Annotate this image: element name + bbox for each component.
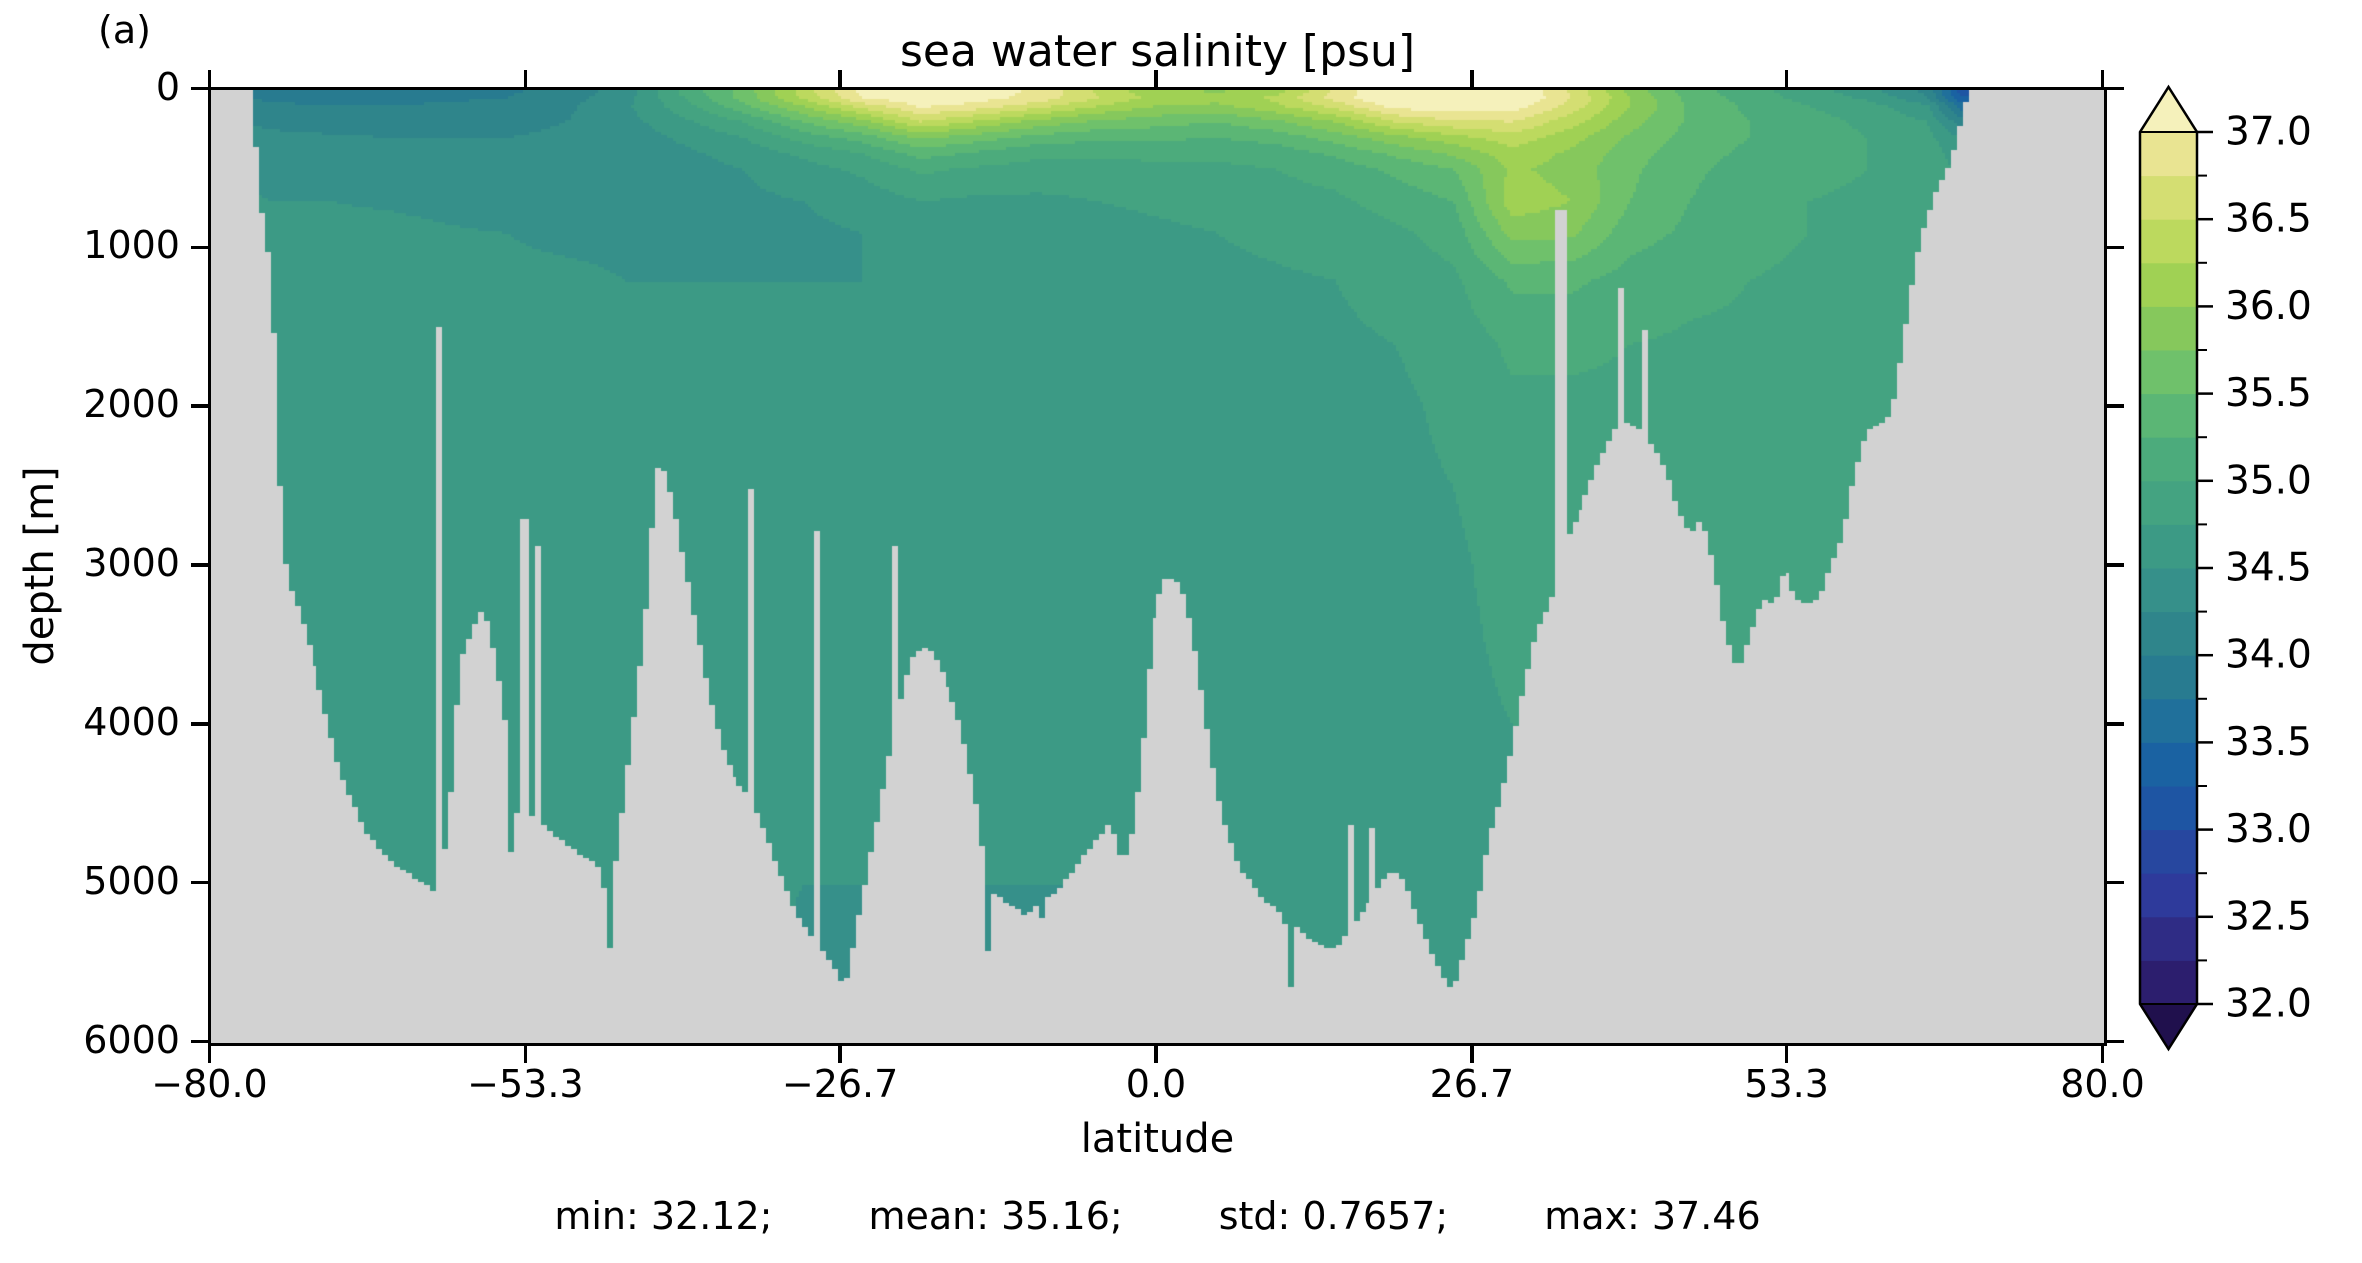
svg-text:32.5: 32.5: [2225, 894, 2312, 939]
y-tick-label: 4000: [83, 699, 180, 744]
y-tick: [191, 563, 208, 567]
y-tick: [191, 722, 208, 726]
y-tick-right: [2107, 563, 2124, 567]
stats-item: min: 32.12;: [554, 1194, 773, 1238]
stats-item: max: 37.46: [1544, 1194, 1761, 1238]
stats-line: min: 32.12; mean: 35.16; std: 0.7657; max: …: [208, 1194, 2107, 1238]
y-tick-label: 6000: [83, 1017, 180, 1062]
x-tick: [838, 1046, 842, 1063]
y-tick-right: [2107, 722, 2124, 726]
y-tick: [191, 404, 208, 408]
salinity-section-canvas: [211, 90, 2104, 1043]
y-tick: [191, 880, 208, 885]
svg-text:35.0: 35.0: [2225, 458, 2312, 503]
y-tick-label: 0: [155, 64, 180, 109]
x-tick: [207, 1046, 212, 1063]
x-tick-label: 26.7: [1429, 1062, 1515, 1106]
x-tick-top: [2100, 70, 2105, 87]
svg-text:35.5: 35.5: [2225, 371, 2312, 416]
x-tick-top: [1470, 70, 1474, 87]
y-tick-label: 5000: [83, 858, 180, 903]
svg-text:36.5: 36.5: [2225, 197, 2312, 242]
y-tick-right: [2107, 245, 2124, 250]
x-tick-top: [838, 70, 842, 87]
y-tick-label: 2000: [83, 382, 180, 427]
y-tick: [191, 245, 208, 250]
y-tick-label: 3000: [83, 541, 180, 585]
x-tick-label: −26.7: [781, 1062, 899, 1106]
svg-text:34.0: 34.0: [2225, 633, 2312, 678]
colorbar: 37.0 36.5 36.0 35.5 35.0 34.5 34.0 33.5 33.0 32.5…: [2128, 80, 2362, 1070]
x-tick-label: 80.0: [2060, 1062, 2145, 1106]
y-axis-label: depth [m]: [17, 466, 63, 666]
svg-text:37.0: 37.0: [2225, 110, 2312, 155]
stats-item: std: 0.7657;: [1218, 1194, 1449, 1238]
x-tick-label: −80.0: [151, 1062, 268, 1106]
svg-text:34.5: 34.5: [2225, 546, 2312, 591]
x-tick-top: [1784, 70, 1789, 87]
colorbar-svg: 37.0 36.5 36.0 35.5 35.0 34.5 34.0 33.5 33.0 32.5…: [2138, 84, 2312, 1052]
stats-item: mean: 35.16;: [868, 1194, 1123, 1238]
svg-text:32.0: 32.0: [2225, 982, 2312, 1027]
x-tick-top: [1154, 70, 1158, 87]
x-axis-label: latitude: [1080, 1116, 1235, 1162]
y-tick-right: [2107, 880, 2124, 885]
y-tick: [191, 86, 208, 91]
panel-label: (a): [98, 8, 151, 52]
svg-text:33.5: 33.5: [2225, 720, 2312, 765]
svg-text:33.0: 33.0: [2225, 807, 2312, 852]
y-tick: [191, 1039, 208, 1044]
x-tick-label: 0.0: [1125, 1062, 1187, 1106]
x-tick: [2100, 1046, 2105, 1063]
y-tick-right: [2107, 86, 2124, 91]
x-tick-top: [523, 70, 528, 87]
x-tick: [523, 1046, 528, 1063]
plot-title: sea water salinity [psu]: [899, 26, 1416, 77]
x-tick: [1470, 1046, 1474, 1063]
svg-text:36.0: 36.0: [2225, 284, 2312, 329]
x-tick: [1784, 1046, 1789, 1063]
y-tick-label: 1000: [83, 223, 180, 268]
x-tick-label: 53.3: [1744, 1062, 1829, 1106]
x-tick-top: [207, 70, 212, 87]
plot-area: [208, 87, 2107, 1046]
y-tick-right: [2107, 1039, 2124, 1044]
x-tick-label: −53.3: [467, 1062, 584, 1106]
x-tick: [1154, 1046, 1158, 1063]
y-tick-right: [2107, 404, 2124, 408]
